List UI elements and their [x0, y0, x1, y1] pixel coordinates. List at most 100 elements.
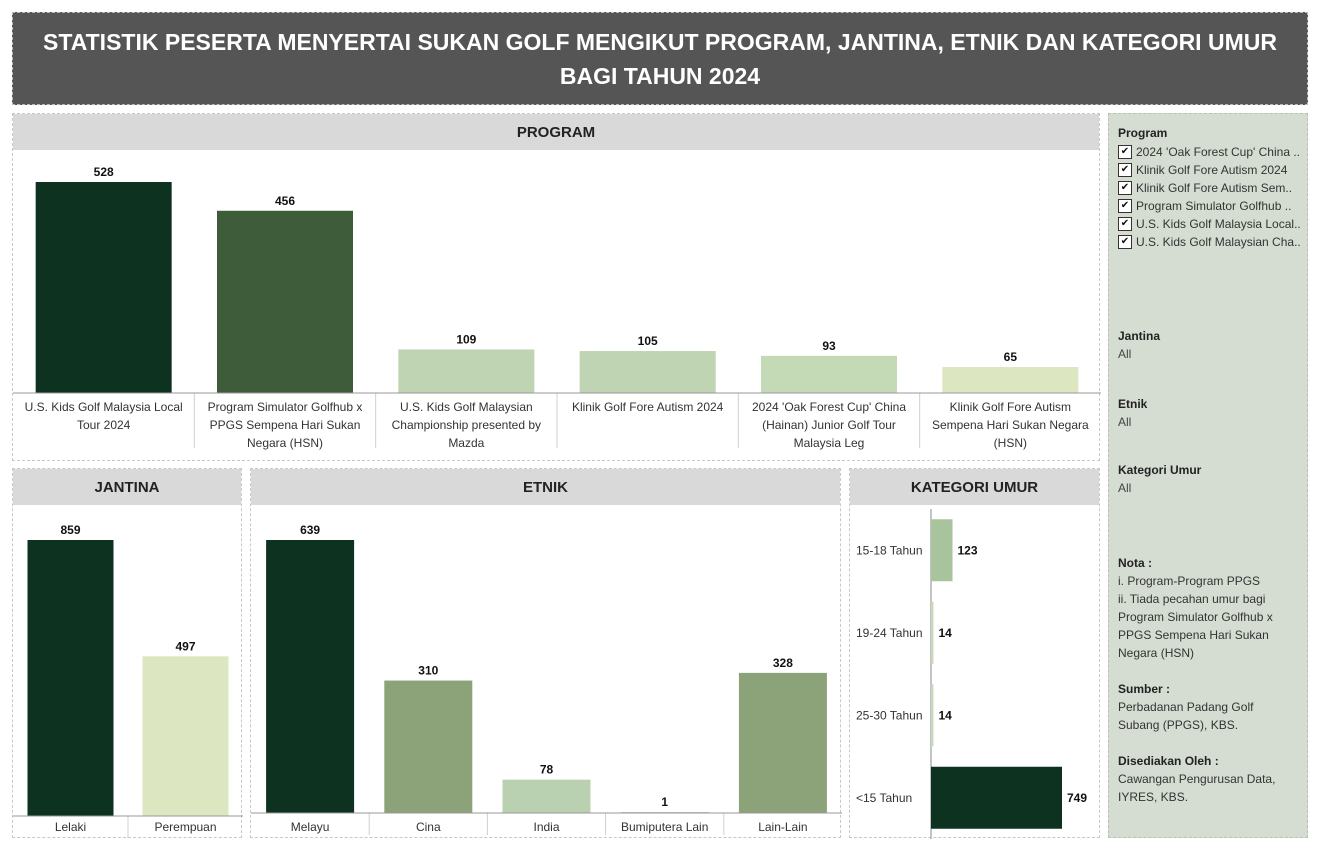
etnik-chart-title: ETNIK [251, 469, 840, 505]
bar[interactable] [502, 779, 591, 813]
kategori-umur-filter[interactable]: Kategori Umur All [1118, 463, 1303, 495]
program-filter-item[interactable]: ✔ Klinik Golf Fore Autism Sem.. [1118, 179, 1303, 197]
x-tick-label: PPGS Sempena Hari Sukan [210, 418, 361, 432]
x-tick-label: (HSN) [994, 436, 1027, 450]
check-icon[interactable]: ✔ [1118, 217, 1132, 231]
data-label: 105 [638, 334, 658, 348]
data-label: 14 [938, 626, 952, 640]
check-icon[interactable]: ✔ [1118, 199, 1132, 213]
bar[interactable] [942, 367, 1079, 393]
program-filter-item[interactable]: ✔ U.S. Kids Golf Malaysian Cha.. [1118, 233, 1303, 251]
program-chart-panel: PROGRAM 528 U.S. Kids Golf Malaysia Local… [12, 113, 1101, 461]
kategori-umur-filter-value[interactable]: All [1118, 481, 1132, 495]
program-filter-item[interactable]: ✔ Klinik Golf Fore Autism 2024 [1118, 161, 1303, 179]
x-tick-label: Sempena Hari Sukan Negara [932, 418, 1089, 432]
etnik-filter[interactable]: Etnik All [1118, 397, 1303, 429]
sumber-title: Sumber : [1118, 682, 1171, 696]
x-tick-label: Lelaki [55, 820, 86, 834]
bar[interactable] [384, 680, 473, 813]
bar[interactable] [761, 355, 897, 393]
check-icon[interactable]: ✔ [1118, 163, 1132, 177]
x-tick-label: Mazda [448, 436, 484, 450]
y-tick-label: 25-30 Tahun [856, 708, 923, 722]
x-tick-label: Klinik Golf Fore Autism 2024 [572, 400, 724, 414]
bar[interactable] [931, 684, 934, 747]
kategori-umur-bar-chart: 15-18 Tahun 123 19-24 Tahun 14 25-30 Tahun 14… [856, 509, 1087, 839]
sumber-line: Subang (PPGS), KBS. [1118, 718, 1239, 732]
data-label: 456 [275, 194, 295, 208]
y-tick-label: 15-18 Tahun [856, 543, 923, 557]
check-icon[interactable]: ✔ [1118, 235, 1132, 249]
nota-title: Nota : [1118, 556, 1152, 570]
nota-section: Nota : i. Program-Program PPGS ii. Tiada… [1118, 556, 1303, 662]
jantina-filter-value[interactable]: All [1118, 347, 1132, 361]
etnik-bar-chart: 639 Melayu 310 Cina 78 India 1 Bumiputera Lain 3… [251, 523, 842, 835]
x-tick-label: Malaysia Leg [794, 436, 865, 450]
jantina-chart-panel: JANTINA 859 Lelaki 497 Perempuan [12, 468, 243, 838]
jantina-filter[interactable]: Jantina All [1118, 329, 1303, 361]
dashboard-title: STATISTIK PESERTA MENYERTAI SUKAN GOLF M… [12, 12, 1308, 105]
y-tick-label: <15 Tahun [856, 791, 912, 805]
filter-sidebar: Program ✔ 2024 'Oak Forest Cup' China .. ✔… [1108, 113, 1308, 838]
jantina-chart-title: JANTINA [13, 469, 241, 505]
program-filter-item[interactable]: ✔ Program Simulator Golfhub .. [1118, 197, 1303, 215]
data-label: 14 [938, 708, 952, 722]
bar[interactable] [142, 656, 229, 816]
program-filter: Program ✔ 2024 'Oak Forest Cup' China .. ✔… [1118, 126, 1303, 251]
bar[interactable] [931, 766, 1062, 829]
bar[interactable] [35, 182, 172, 393]
check-icon[interactable]: ✔ [1118, 145, 1132, 159]
etnik-filter-value[interactable]: All [1118, 415, 1132, 429]
data-label: 65 [1004, 350, 1018, 364]
x-tick-label: U.S. Kids Golf Malaysian [400, 400, 533, 414]
program-filter-list: ✔ 2024 'Oak Forest Cup' China .. ✔ Klinik G… [1118, 143, 1303, 251]
x-tick-label: Championship presented by [392, 418, 541, 432]
x-tick-label: (Hainan) Junior Golf Tour [762, 418, 896, 432]
bar[interactable] [931, 519, 953, 582]
bar[interactable] [27, 540, 114, 816]
data-label: 310 [418, 664, 438, 678]
x-tick-label: Negara (HSN) [247, 436, 323, 450]
kategori-umur-chart-title: KATEGORI UMUR [850, 469, 1099, 505]
bar[interactable] [217, 210, 353, 393]
bar[interactable] [398, 349, 535, 393]
bar[interactable] [266, 540, 355, 813]
data-label: 328 [773, 656, 793, 670]
program-filter-item-label: 2024 'Oak Forest Cup' China .. [1136, 145, 1300, 159]
program-filter-item-label: Klinik Golf Fore Autism 2024 [1136, 163, 1288, 177]
program-bar-chart: 528 U.S. Kids Golf Malaysia Local Tour 202… [13, 165, 1101, 450]
etnik-filter-title: Etnik [1118, 397, 1148, 411]
data-label: 93 [822, 339, 836, 353]
bar[interactable] [738, 672, 827, 813]
x-tick-label: Lain-Lain [758, 820, 807, 834]
data-label: 123 [958, 543, 978, 557]
data-label: 528 [94, 165, 114, 179]
sumber-section: Sumber : Perbadanan Padang Golf Subang (… [1118, 682, 1303, 734]
program-filter-item-label: U.S. Kids Golf Malaysia Local.. [1136, 217, 1301, 231]
data-label: 639 [300, 523, 320, 537]
x-tick-label: Bumiputera Lain [621, 820, 708, 834]
x-tick-label: Program Simulator Golfhub x [208, 400, 363, 414]
data-label: 859 [60, 523, 80, 537]
etnik-chart-panel: ETNIK 639 Melayu 310 Cina 78 India 1 Bumiputera… [250, 468, 842, 838]
x-tick-label: Tour 2024 [77, 418, 131, 432]
disediakan-section: Disediakan Oleh : Cawangan Pengurusan Da… [1118, 754, 1303, 806]
disediakan-line: IYRES, KBS. [1118, 790, 1189, 804]
program-filter-item[interactable]: ✔ U.S. Kids Golf Malaysia Local.. [1118, 215, 1303, 233]
x-tick-label: Melayu [291, 820, 330, 834]
bar[interactable] [579, 351, 716, 393]
program-filter-item[interactable]: ✔ 2024 'Oak Forest Cup' China .. [1118, 143, 1303, 161]
x-tick-label: Cina [416, 820, 441, 834]
nota-line: Program Simulator Golfhub x [1118, 610, 1273, 624]
program-filter-title: Program [1118, 126, 1168, 140]
program-filter-item-label: U.S. Kids Golf Malaysian Cha.. [1136, 235, 1301, 249]
x-tick-label: India [533, 820, 559, 834]
check-icon[interactable]: ✔ [1118, 181, 1132, 195]
jantina-filter-title: Jantina [1118, 329, 1161, 343]
jantina-bar-chart: 859 Lelaki 497 Perempuan [13, 523, 243, 838]
x-tick-label: Perempuan [154, 820, 216, 834]
bar[interactable] [931, 601, 934, 664]
nota-line: PPGS Sempena Hari Sukan [1118, 628, 1269, 642]
disediakan-title: Disediakan Oleh : [1118, 754, 1219, 768]
data-label: 109 [456, 332, 476, 346]
